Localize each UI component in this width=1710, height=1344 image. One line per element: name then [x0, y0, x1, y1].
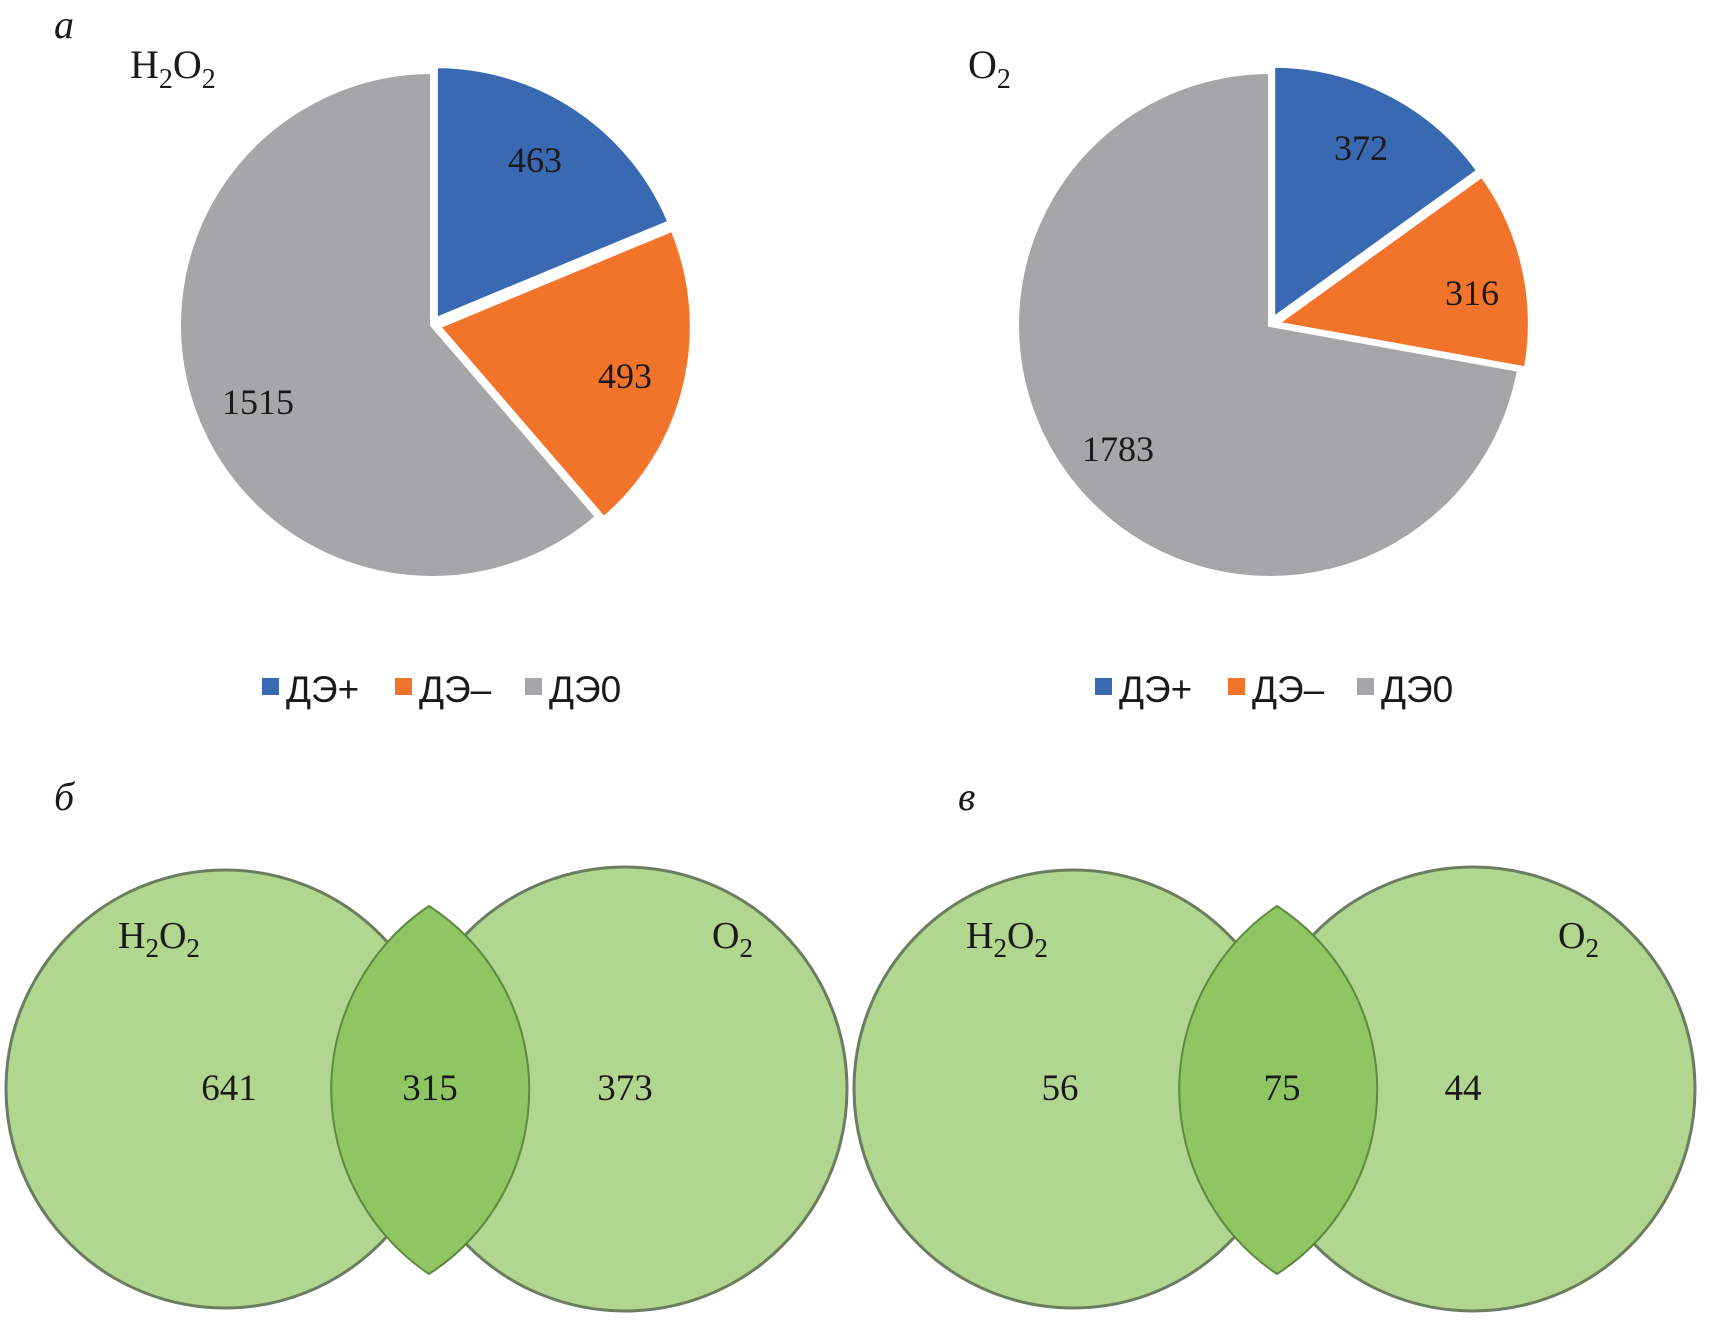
legend-label-de-zero: ДЭ0 [549, 669, 621, 710]
venn-label-h2o2: H2O2 [118, 915, 200, 963]
venn-overlap [1178, 904, 1379, 1276]
legend-swatch-de-minus [395, 678, 412, 695]
venn-label-o2: O2 [1558, 915, 1599, 963]
legend-label-de-minus: ДЭ– [1252, 669, 1325, 710]
panel-letter-b: б [54, 774, 76, 819]
venn-count-left: 56 [1042, 1068, 1079, 1109]
pie-chart-o2: O2 372 316 1783 ДЭ+ ДЭ– ДЭ0 [968, 42, 1532, 710]
venn-label-h2o2: H2O2 [966, 915, 1048, 963]
venn-count-right: 373 [597, 1068, 653, 1109]
venn-count-intersection: 75 [1264, 1068, 1301, 1109]
legend-swatch-de-plus [1095, 678, 1112, 695]
slice-label-de-plus: 463 [508, 140, 562, 180]
legend-label-de-plus: ДЭ+ [286, 669, 359, 710]
pie-slice-de-zero [1015, 69, 1522, 580]
pie-title-o2: O2 [968, 42, 1011, 95]
pie-slice-de-plus [433, 64, 673, 323]
venn-count-intersection: 315 [402, 1068, 458, 1109]
pie-slices [177, 64, 694, 580]
venn-diagram-c: H2O2 O2 56 75 44 [852, 865, 1697, 1313]
venn-overlap [330, 904, 531, 1276]
slice-label-de-plus: 372 [1334, 128, 1388, 168]
legend-label-de-minus: ДЭ– [419, 669, 492, 710]
venn-count-left: 641 [201, 1068, 257, 1109]
pie-slice-de-zero [177, 69, 600, 580]
slice-label-de-minus: 316 [1445, 273, 1499, 313]
pie-slice-de-plus [1271, 63, 1482, 323]
pie-title-h2o2: H2O2 [130, 42, 216, 95]
venn-diagram-b: H2O2 O2 641 315 373 [4, 865, 849, 1313]
legend-swatch-de-plus [262, 678, 279, 695]
legend-label-de-plus: ДЭ+ [1119, 669, 1192, 710]
panel-letter-c: в [958, 774, 975, 819]
legend: ДЭ+ ДЭ– ДЭ0 [1095, 669, 1453, 710]
venn-label-o2: O2 [712, 915, 753, 963]
pie-slices [1015, 63, 1532, 580]
slice-label-de-zero: 1783 [1082, 429, 1154, 469]
legend: ДЭ+ ДЭ– ДЭ0 [262, 669, 621, 710]
venn-count-right: 44 [1445, 1068, 1482, 1109]
pie-slice-de-minus [1271, 172, 1532, 371]
legend-swatch-de-minus [1228, 678, 1245, 695]
legend-swatch-de-zero [525, 678, 542, 695]
legend-swatch-de-zero [1357, 678, 1374, 695]
slice-label-de-minus: 493 [598, 356, 652, 396]
pie-chart-h2o2: H2O2 463 493 1515 ДЭ+ ДЭ– ДЭ0 [130, 42, 694, 710]
legend-label-de-zero: ДЭ0 [1381, 669, 1453, 710]
panel-letter-a: а [54, 2, 74, 47]
slice-label-de-zero: 1515 [222, 382, 294, 422]
pie-slice-de-minus [435, 226, 694, 522]
